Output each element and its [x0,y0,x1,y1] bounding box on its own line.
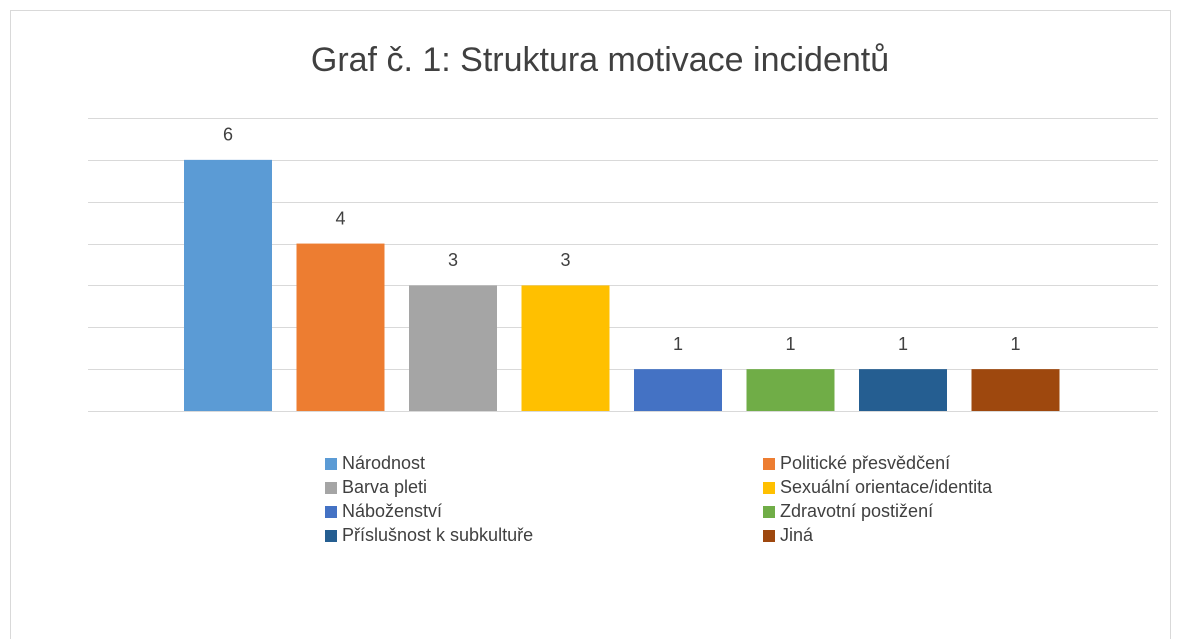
data-label: 1 [1010,334,1020,354]
legend-swatch [763,530,775,542]
legend-swatch [325,458,337,470]
bar [296,243,385,411]
legend-swatch [325,530,337,542]
data-label: 1 [673,334,683,354]
data-label: 3 [448,250,458,270]
legend-label: Náboženství [342,501,442,521]
legend-swatch [763,506,775,518]
bar [634,369,722,411]
legend-label: Sexuální orientace/identita [780,477,993,497]
bar [409,285,497,411]
legend-swatch [325,506,337,518]
legend-label: Jiná [780,525,814,545]
data-label: 4 [335,208,345,228]
legend-label: Příslušnost k subkultuře [342,525,533,545]
bar [859,369,947,411]
data-label: 1 [785,334,795,354]
legend-swatch [325,482,337,494]
bar [971,369,1060,411]
legend-swatch [763,458,775,470]
legend-label: Národnost [342,453,425,473]
chart-title: Graf č. 1: Struktura motivace incidentů [311,41,889,79]
legend-label: Zdravotní postižení [780,501,933,521]
legend-label: Barva pleti [342,477,427,497]
data-label: 1 [898,334,908,354]
bar [521,285,610,411]
data-label: 6 [223,125,233,145]
bar [184,159,272,411]
legend-swatch [763,482,775,494]
bar [746,369,835,411]
legend-label: Politické přesvědčení [780,453,950,473]
data-label: 3 [560,250,570,270]
